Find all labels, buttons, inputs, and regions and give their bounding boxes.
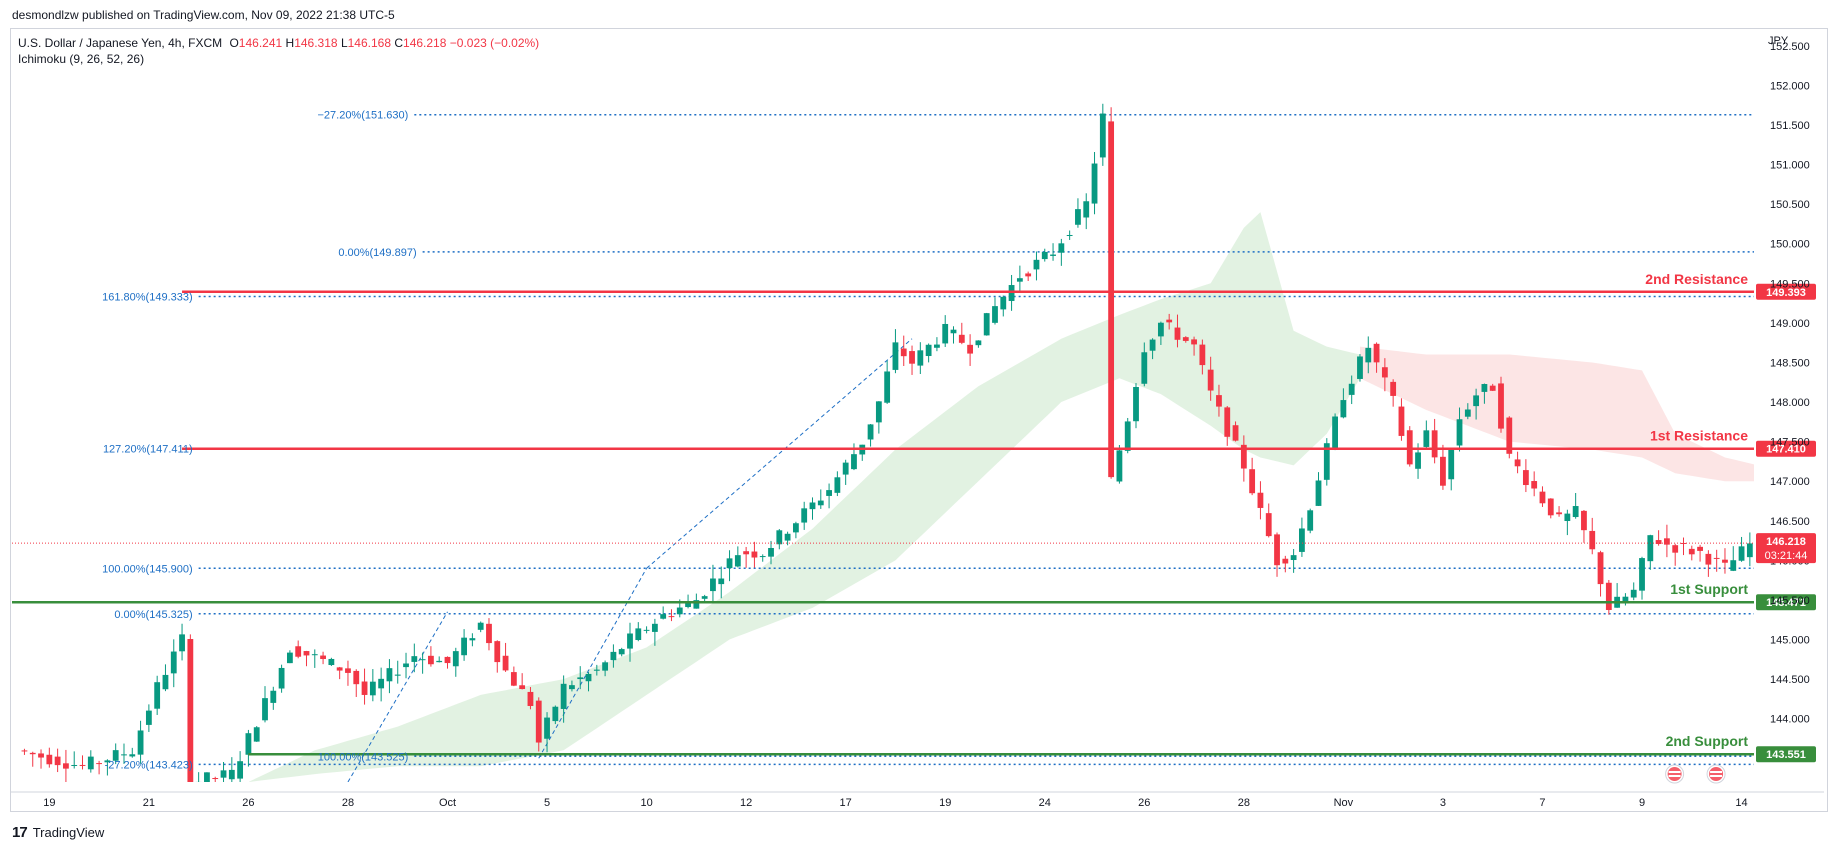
legend-change: −0.023 (−0.02%) (449, 36, 540, 50)
tradingview-logo-icon: 17 (12, 824, 28, 841)
legend-close: 146.218 (403, 36, 447, 50)
chart-legend[interactable]: U.S. Dollar / Japanese Yen, 4h, FXCM O14… (18, 35, 539, 67)
publish-info: desmondlzw published on TradingView.com,… (12, 8, 395, 22)
legend-symbol: U.S. Dollar / Japanese Yen, 4h, FXCM (18, 36, 223, 50)
legend-l-label: L (340, 36, 348, 50)
legend-high: 146.318 (294, 36, 338, 50)
chart-frame[interactable] (10, 28, 1828, 812)
legend-c-label: C (394, 36, 404, 50)
legend-low: 146.168 (347, 36, 392, 50)
legend-o-label: O (229, 36, 239, 50)
legend-open: 146.241 (238, 36, 283, 50)
legend-ohlc-row: U.S. Dollar / Japanese Yen, 4h, FXCM O14… (18, 35, 539, 51)
footer-brand: TradingView (32, 825, 105, 840)
footer: 17 TradingView (12, 824, 104, 841)
legend-indicator[interactable]: Ichimoku (9, 26, 52, 26) (18, 52, 145, 66)
legend-h-label: H (285, 36, 295, 50)
